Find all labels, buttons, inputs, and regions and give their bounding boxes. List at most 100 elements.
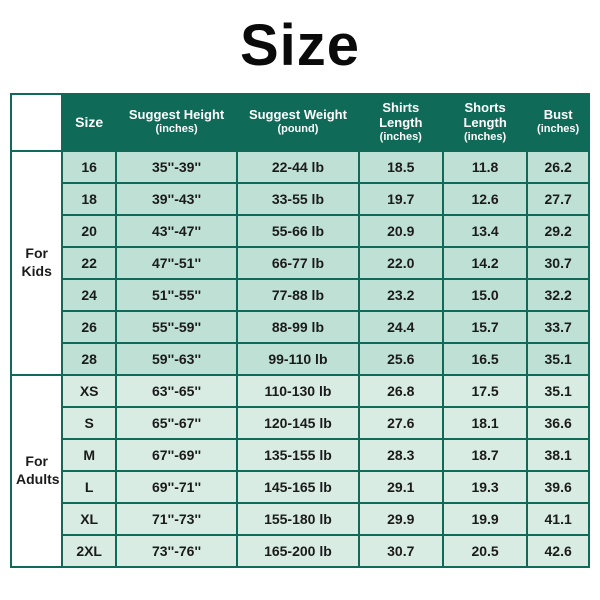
cell-bust: 35.1 (527, 375, 589, 407)
cell-shorts: 18.7 (443, 439, 527, 471)
cell-shorts: 13.4 (443, 215, 527, 247)
cell-shirts: 29.9 (359, 503, 443, 535)
cell-height: 59''-63'' (116, 343, 237, 375)
header-label: Suggest Height (121, 108, 232, 123)
cell-shirts: 29.1 (359, 471, 443, 503)
header-corner (11, 94, 62, 151)
table-row: 2247''-51''66-77 lb22.014.230.7 (11, 247, 589, 279)
header-shirts: Shirts Length (inches) (359, 94, 443, 151)
cell-bust: 39.6 (527, 471, 589, 503)
cell-height: 47''-51'' (116, 247, 237, 279)
cell-bust: 38.1 (527, 439, 589, 471)
cell-size: XS (62, 375, 115, 407)
cell-size: 26 (62, 311, 115, 343)
cell-bust: 36.6 (527, 407, 589, 439)
cell-shorts: 15.0 (443, 279, 527, 311)
cell-shorts: 18.1 (443, 407, 527, 439)
table-body: ForKids1635''-39''22-44 lb18.511.826.218… (11, 151, 589, 567)
cell-weight: 155-180 lb (237, 503, 358, 535)
table-row: ForAdultsXS63''-65''110-130 lb26.817.535… (11, 375, 589, 407)
cell-weight: 33-55 lb (237, 183, 358, 215)
cell-shorts: 19.9 (443, 503, 527, 535)
cell-bust: 32.2 (527, 279, 589, 311)
table-row: S65''-67''120-145 lb27.618.136.6 (11, 407, 589, 439)
cell-weight: 55-66 lb (237, 215, 358, 247)
cell-height: 67''-69'' (116, 439, 237, 471)
header-label: Suggest Weight (242, 108, 353, 123)
cell-bust: 42.6 (527, 535, 589, 567)
cell-shirts: 22.0 (359, 247, 443, 279)
cell-height: 65''-67'' (116, 407, 237, 439)
cell-shirts: 27.6 (359, 407, 443, 439)
header-bust: Bust (inches) (527, 94, 589, 151)
cell-size: 22 (62, 247, 115, 279)
cell-size: 20 (62, 215, 115, 247)
cell-shorts: 14.2 (443, 247, 527, 279)
cell-height: 55''-59'' (116, 311, 237, 343)
cell-shirts: 23.2 (359, 279, 443, 311)
group-label: ForKids (11, 151, 62, 375)
cell-weight: 135-155 lb (237, 439, 358, 471)
cell-size: S (62, 407, 115, 439)
table-header-row: Size Suggest Height (inches) Suggest Wei… (11, 94, 589, 151)
cell-size: 2XL (62, 535, 115, 567)
cell-weight: 120-145 lb (237, 407, 358, 439)
cell-shirts: 25.6 (359, 343, 443, 375)
table-row: ForKids1635''-39''22-44 lb18.511.826.2 (11, 151, 589, 183)
cell-shirts: 30.7 (359, 535, 443, 567)
header-label: Shirts Length (364, 101, 438, 131)
cell-height: 71''-73'' (116, 503, 237, 535)
cell-height: 39''-43'' (116, 183, 237, 215)
header-weight: Suggest Weight (pound) (237, 94, 358, 151)
cell-weight: 165-200 lb (237, 535, 358, 567)
table-row: 2859''-63''99-110 lb25.616.535.1 (11, 343, 589, 375)
header-sublabel: (inches) (448, 131, 522, 144)
cell-size: 16 (62, 151, 115, 183)
cell-weight: 88-99 lb (237, 311, 358, 343)
header-sublabel: (pound) (242, 123, 353, 136)
cell-height: 35''-39'' (116, 151, 237, 183)
cell-weight: 77-88 lb (237, 279, 358, 311)
cell-size: 18 (62, 183, 115, 215)
cell-height: 43''-47'' (116, 215, 237, 247)
cell-bust: 27.7 (527, 183, 589, 215)
cell-weight: 110-130 lb (237, 375, 358, 407)
header-shorts: Shorts Length (inches) (443, 94, 527, 151)
cell-bust: 26.2 (527, 151, 589, 183)
cell-size: 24 (62, 279, 115, 311)
cell-size: XL (62, 503, 115, 535)
table-row: 1839''-43''33-55 lb19.712.627.7 (11, 183, 589, 215)
cell-shirts: 19.7 (359, 183, 443, 215)
cell-weight: 145-165 lb (237, 471, 358, 503)
cell-bust: 33.7 (527, 311, 589, 343)
header-sublabel: (inches) (532, 123, 584, 136)
cell-bust: 30.7 (527, 247, 589, 279)
table-row: 2043''-47''55-66 lb20.913.429.2 (11, 215, 589, 247)
cell-shirts: 26.8 (359, 375, 443, 407)
table-row: 2XL73''-76''165-200 lb30.720.542.6 (11, 535, 589, 567)
cell-shorts: 17.5 (443, 375, 527, 407)
cell-shirts: 18.5 (359, 151, 443, 183)
cell-bust: 41.1 (527, 503, 589, 535)
header-height: Suggest Height (inches) (116, 94, 237, 151)
cell-shirts: 20.9 (359, 215, 443, 247)
header-size: Size (62, 94, 115, 151)
cell-shorts: 12.6 (443, 183, 527, 215)
size-chart-page: Size Size Suggest Height (inches) Sugges… (0, 0, 600, 600)
table-row: M67''-69''135-155 lb28.318.738.1 (11, 439, 589, 471)
cell-weight: 66-77 lb (237, 247, 358, 279)
cell-bust: 29.2 (527, 215, 589, 247)
table-row: 2451''-55''77-88 lb23.215.032.2 (11, 279, 589, 311)
header-sublabel: (inches) (364, 131, 438, 144)
header-label: Size (67, 114, 110, 130)
cell-bust: 35.1 (527, 343, 589, 375)
header-label: Bust (532, 108, 584, 123)
group-label: ForAdults (11, 375, 62, 567)
cell-weight: 99-110 lb (237, 343, 358, 375)
cell-weight: 22-44 lb (237, 151, 358, 183)
table-row: XL71''-73''155-180 lb29.919.941.1 (11, 503, 589, 535)
cell-size: M (62, 439, 115, 471)
cell-shorts: 16.5 (443, 343, 527, 375)
cell-height: 69''-71'' (116, 471, 237, 503)
size-table: Size Suggest Height (inches) Suggest Wei… (10, 93, 590, 568)
